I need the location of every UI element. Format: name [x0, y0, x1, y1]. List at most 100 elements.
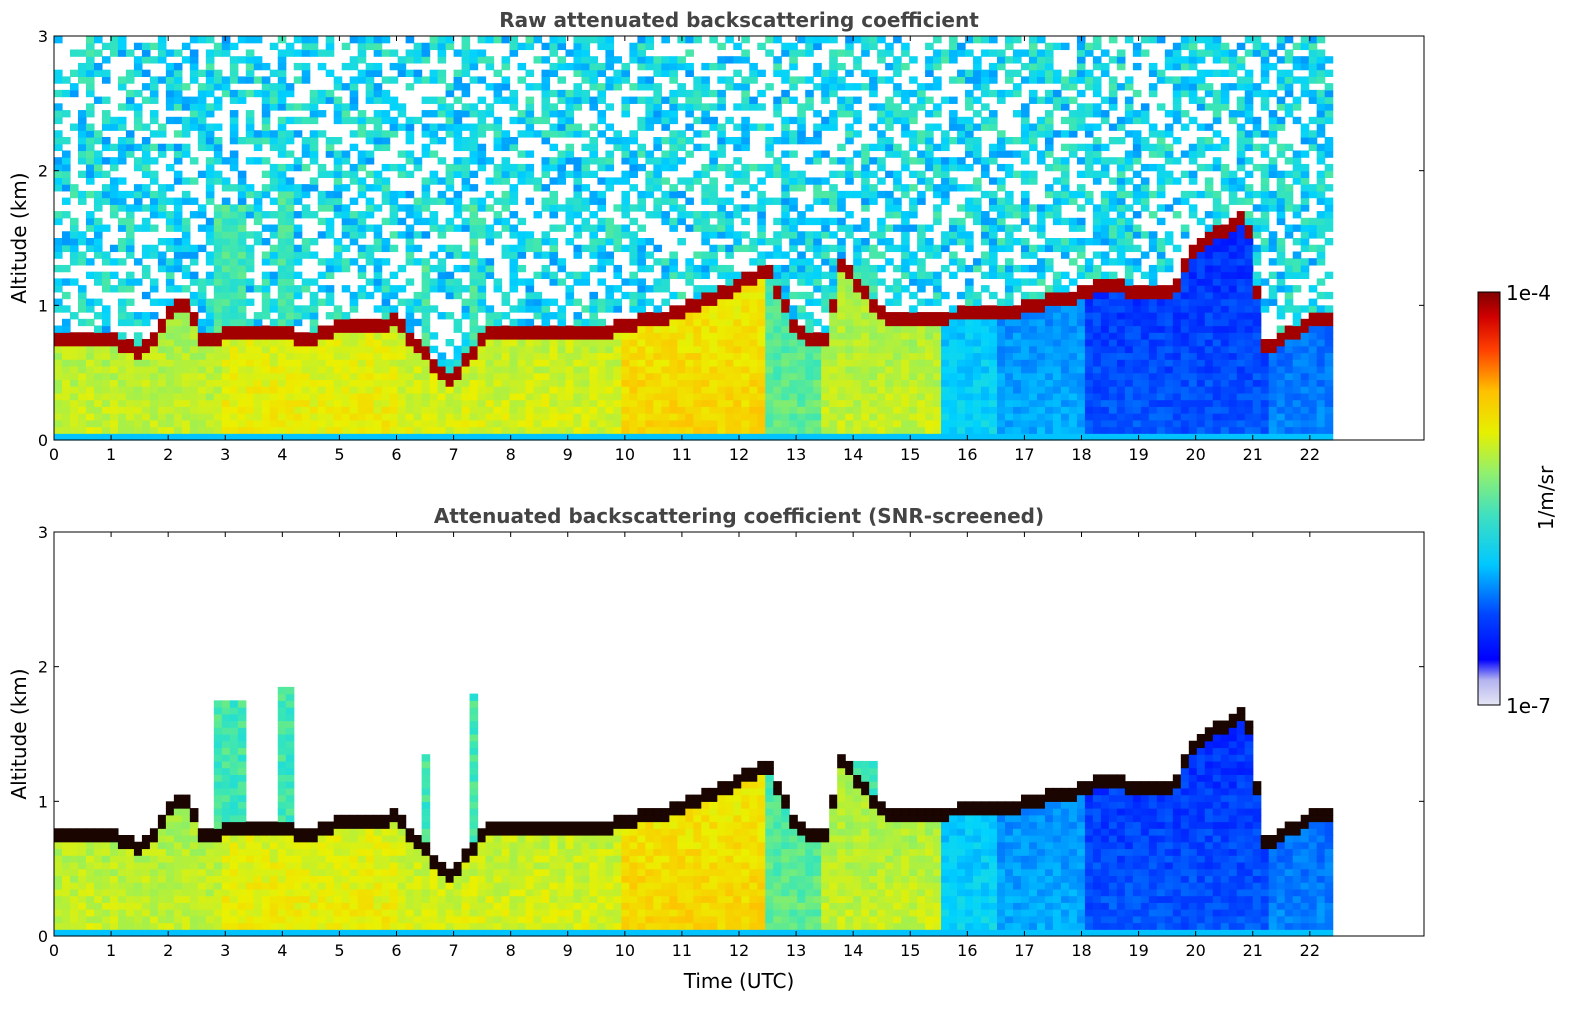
heatmap-cell [181, 386, 191, 394]
heatmap-cell [357, 419, 367, 428]
heatmap-cell [381, 325, 391, 333]
heatmap-cell [725, 197, 734, 205]
heatmap-cell [485, 332, 495, 340]
heatmap-cell [301, 312, 311, 320]
heatmap-cell [189, 123, 199, 131]
heatmap-cell [141, 69, 151, 77]
heatmap-cell [765, 170, 774, 178]
heatmap-cell [789, 197, 798, 205]
heatmap-cell [93, 298, 103, 306]
heatmap-cell [229, 392, 239, 401]
heatmap-cell [645, 177, 654, 185]
heatmap-cell [365, 332, 375, 340]
heatmap-cell [381, 305, 391, 313]
heatmap-cell [757, 386, 766, 394]
heatmap-cell [717, 137, 726, 145]
heatmap-cell [613, 56, 623, 64]
heatmap-cell [765, 123, 774, 131]
heatmap-cell [853, 413, 862, 421]
heatmap-cell [541, 419, 551, 428]
heatmap-cell [941, 170, 950, 178]
heatmap-cell [197, 204, 207, 212]
heatmap-cell [77, 190, 87, 199]
heatmap-cell [285, 244, 295, 253]
heatmap-cell [221, 332, 231, 340]
heatmap-cell [365, 244, 375, 253]
heatmap-cell [853, 426, 862, 434]
heatmap-cell [613, 137, 623, 145]
heatmap-cell [909, 325, 918, 333]
heatmap-cell [893, 170, 902, 178]
heatmap-cell [517, 359, 527, 367]
heatmap-cell [213, 238, 223, 246]
heatmap-cell [949, 426, 958, 434]
heatmap-cell [549, 419, 559, 428]
heatmap-cell [509, 372, 519, 380]
heatmap-cell [221, 392, 231, 401]
heatmap-cell [989, 379, 998, 387]
heatmap-cell [877, 359, 886, 367]
heatmap-cell [157, 433, 167, 441]
heatmap-cell [549, 278, 559, 286]
heatmap-cell [173, 379, 183, 387]
heatmap-cell [85, 426, 95, 434]
heatmap-cell [389, 312, 399, 320]
heatmap-cell [773, 271, 782, 279]
heatmap-cell [117, 36, 127, 44]
heatmap-cell [421, 96, 431, 104]
heatmap-cell [461, 184, 471, 192]
heatmap-cell [829, 325, 838, 333]
heatmap-cell [173, 211, 183, 219]
heatmap-cell [949, 379, 958, 387]
heatmap-cell [781, 76, 790, 84]
heatmap-cell [765, 365, 774, 374]
heatmap-cell [77, 231, 87, 239]
heatmap-cell [805, 264, 814, 273]
heatmap-cell [229, 163, 239, 172]
heatmap-cell [997, 332, 1006, 340]
heatmap-cell [109, 332, 119, 340]
heatmap-cell [573, 42, 583, 51]
heatmap-cell [517, 332, 527, 340]
heatmap-cell [533, 426, 543, 434]
heatmap-cell [861, 49, 870, 57]
heatmap-cell [645, 238, 654, 246]
heatmap-cell [901, 392, 910, 401]
heatmap-cell [125, 285, 135, 293]
heatmap-cell [357, 116, 367, 125]
heatmap-cell [549, 312, 559, 320]
heatmap-cell [261, 298, 271, 306]
heatmap-cell [989, 433, 998, 441]
heatmap-cell [54, 392, 63, 401]
heatmap-cell [85, 49, 95, 57]
heatmap-cell [957, 406, 966, 414]
heatmap-cell [405, 399, 415, 407]
heatmap-cell [109, 399, 119, 407]
heatmap-cell [157, 150, 167, 158]
heatmap-cell [325, 345, 335, 354]
heatmap-cell [381, 190, 391, 199]
heatmap-cell [101, 413, 111, 421]
heatmap-cell [845, 36, 854, 44]
heatmap-cell [373, 137, 383, 145]
heatmap-cell [989, 76, 998, 84]
heatmap-cell [85, 62, 95, 71]
heatmap-cell [325, 298, 335, 306]
heatmap-cell [117, 318, 127, 327]
heatmap-cell [333, 392, 343, 401]
heatmap-cell [325, 137, 335, 145]
heatmap-cell [93, 406, 103, 414]
heatmap-cell [709, 426, 718, 434]
heatmap-cell [901, 110, 910, 118]
heatmap-cell [933, 49, 942, 57]
heatmap-cell [101, 406, 111, 414]
heatmap-cell [485, 238, 495, 246]
heatmap-cell [109, 345, 119, 354]
heatmap-cell [461, 345, 471, 354]
heatmap-cell [85, 130, 95, 138]
heatmap-cell [773, 298, 782, 306]
heatmap-cell [357, 110, 367, 118]
heatmap-cell [629, 170, 638, 178]
heatmap-cell [757, 224, 766, 232]
heatmap-cell [453, 291, 463, 300]
